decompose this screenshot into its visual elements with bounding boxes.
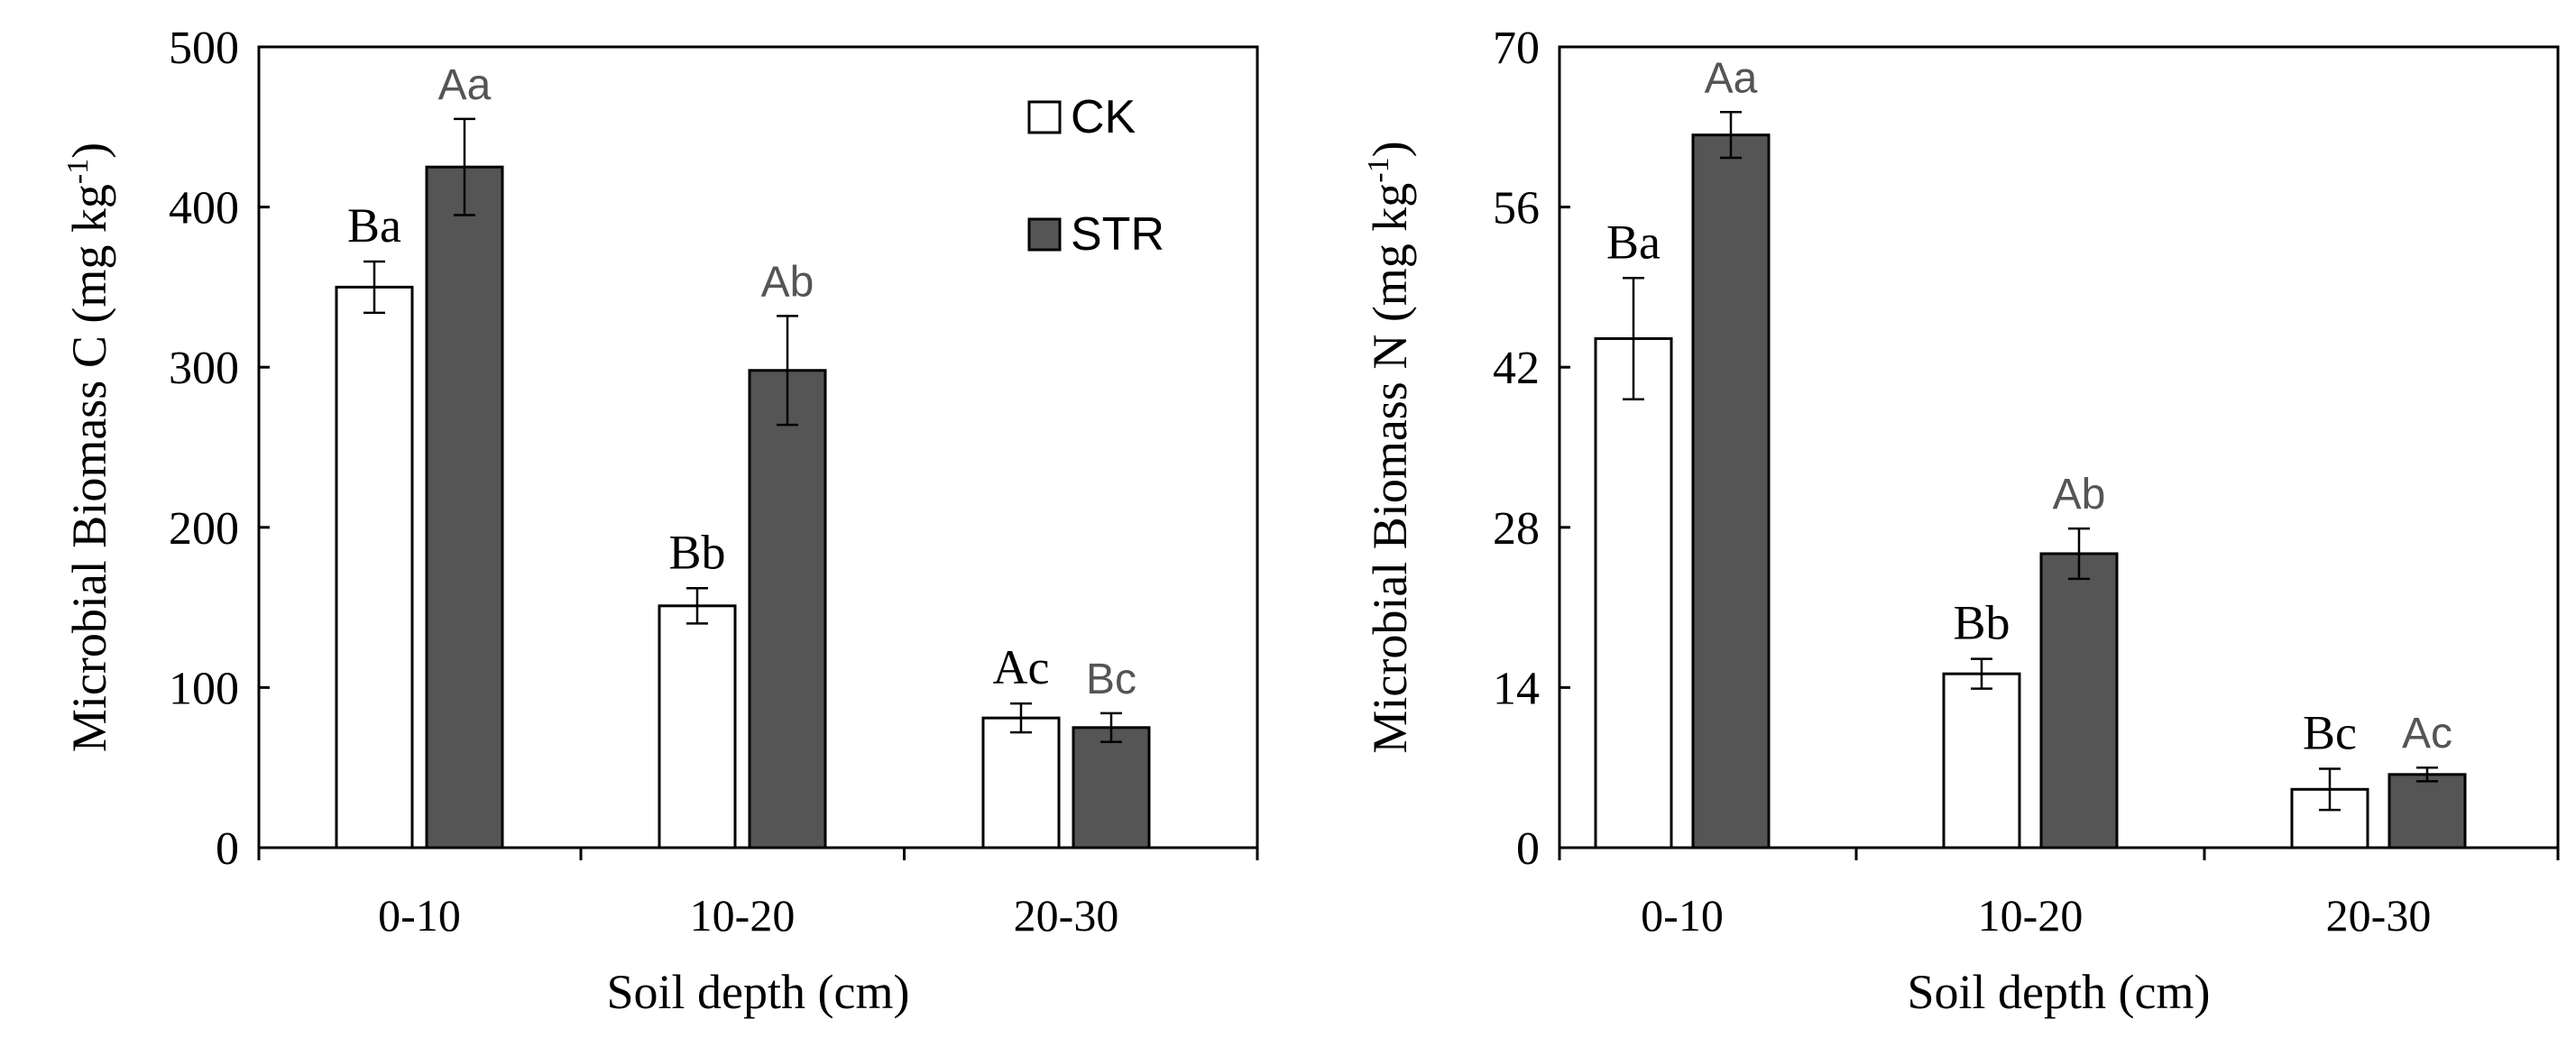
- legend-swatch-str: [1027, 217, 1062, 252]
- y-axis-title: Microbial Biomass N (mg kg-1): [1362, 141, 1417, 753]
- legend-swatch-ck: [1027, 100, 1062, 134]
- x-tick-label: 20-30: [1014, 890, 1119, 941]
- significance-letter: Bb: [668, 525, 725, 579]
- significance-letter: Ab: [761, 258, 814, 306]
- significance-letter: Ac: [993, 640, 1050, 694]
- y-tick-label: 100: [169, 663, 239, 714]
- significance-letter: Bb: [1953, 596, 2010, 650]
- y-tick-label: 70: [1493, 23, 1540, 74]
- y-tick-label: 14: [1493, 663, 1540, 714]
- bar-ck: [335, 285, 414, 849]
- x-tick-label: 0-10: [378, 890, 461, 941]
- y-tick-label: 200: [169, 503, 239, 555]
- bar-ck: [1942, 672, 2021, 849]
- bar-ck: [658, 604, 737, 849]
- legend-label-str: STR: [1071, 208, 1164, 261]
- chart-panel-1: 0 100 200 300 400 500 0-10 10-20 20-30 Soil depth…: [61, 23, 1259, 1019]
- y-tick-label: 500: [169, 23, 239, 74]
- y-axis-title-end: ): [62, 142, 116, 159]
- y-tick-label: 28: [1493, 503, 1540, 555]
- y-tick-label: 56: [1493, 183, 1540, 234]
- y-tick-label: 42: [1493, 343, 1540, 394]
- bar-str: [1691, 133, 1771, 849]
- y-axis-title-superscript: -1: [61, 159, 95, 184]
- x-tick-label: 10-20: [690, 890, 796, 941]
- bar-str: [425, 165, 504, 849]
- x-axis-title: Soil depth (cm): [1908, 965, 2211, 1019]
- y-tick-label: 0: [216, 823, 239, 875]
- significance-letter: Aa: [438, 61, 492, 109]
- y-tick-label: 400: [169, 183, 239, 234]
- bar-ck: [1594, 336, 1673, 849]
- significance-letter: Bc: [1086, 656, 1136, 703]
- y-tick-label: 300: [169, 343, 239, 394]
- y-axis-title-main: Microbial Biomass C (mg kg: [62, 184, 116, 752]
- significance-letter: Ba: [347, 198, 401, 253]
- significance-letter: Bc: [2303, 705, 2357, 759]
- bar-ck: [981, 716, 1061, 849]
- y-axis-title-superscript: -1: [1362, 157, 1395, 182]
- significance-letter: Ab: [2053, 471, 2106, 519]
- y-axis-title-end: ): [1363, 141, 1417, 157]
- bar-str: [2387, 773, 2467, 849]
- y-axis-title-main: Microbial Biomass N (mg kg: [1363, 183, 1417, 754]
- significance-letter: Ba: [1606, 215, 1661, 269]
- x-tick-label: 0-10: [1641, 890, 1724, 941]
- x-tick-label: 20-30: [2326, 890, 2432, 941]
- chart-panel-2: 0 14 28 42 56 70 0-10 10-20 20-30 Soil depth (cm)…: [1362, 23, 2560, 1019]
- bar-str: [2039, 552, 2119, 849]
- bar-str: [1072, 726, 1151, 849]
- x-axis-title: Soil depth (cm): [607, 965, 910, 1019]
- significance-letter: Ac: [2402, 710, 2452, 758]
- x-tick-label: 10-20: [1978, 890, 2084, 941]
- legend-label-ck: CK: [1071, 91, 1136, 143]
- y-axis-title: Microbial Biomass C (mg kg-1): [61, 142, 116, 752]
- y-tick-label: 0: [1516, 823, 1540, 875]
- bar-str: [748, 369, 827, 849]
- significance-letter: Aa: [1705, 54, 1758, 102]
